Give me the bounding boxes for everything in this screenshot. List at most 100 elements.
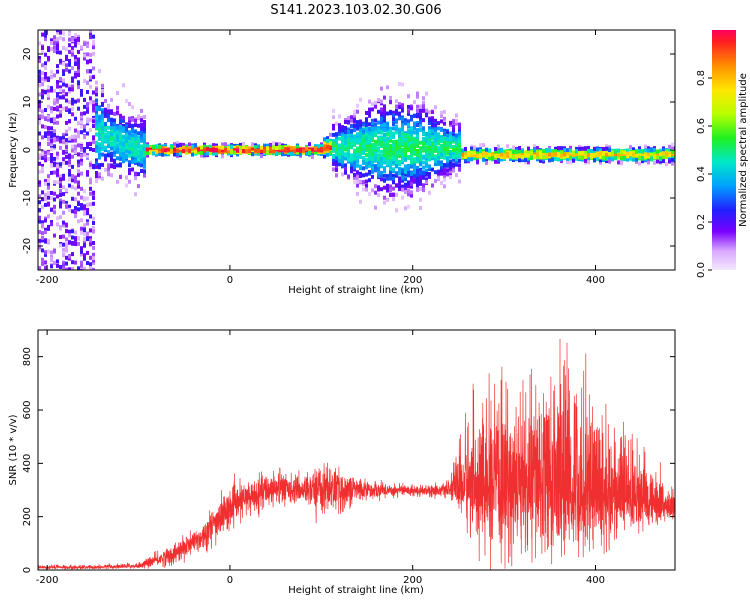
- spectrogram-cell: [83, 256, 86, 261]
- spectrogram-cell: [53, 204, 56, 209]
- spectrogram-cell: [377, 187, 380, 192]
- spectrogram-cell: [44, 250, 47, 255]
- spectrogram-cell: [605, 146, 608, 151]
- spectrogram-cell: [371, 174, 374, 179]
- spectrogram-cell: [50, 163, 53, 168]
- spectrogram-cell: [416, 144, 419, 148]
- spectrogram-cell: [38, 194, 41, 199]
- spectrogram-cell: [590, 151, 593, 156]
- spectrogram-cell: [380, 157, 383, 161]
- spectrogram-cell: [371, 142, 374, 147]
- spectrogram-cell: [77, 236, 80, 241]
- spectrogram-cell: [47, 114, 50, 119]
- spectrogram-cell: [431, 116, 434, 121]
- spectrogram-cell: [83, 152, 86, 157]
- spectrogram-cell: [56, 168, 59, 173]
- spectrogram-cell: [173, 152, 176, 157]
- spectrogram-cell: [89, 177, 92, 182]
- spectrogram-cell: [359, 146, 362, 151]
- spectrogram-cell: [413, 149, 416, 154]
- spectrogram-cell: [365, 117, 368, 122]
- spectrogram-cell: [347, 155, 350, 160]
- spectrogram-cell: [665, 152, 668, 157]
- spectrogram-cell: [563, 152, 566, 157]
- spectrogram-cell: [38, 59, 41, 63]
- spectrogram-cell: [83, 111, 86, 116]
- spectrogram-cell: [95, 148, 98, 153]
- spectrogram-cell: [446, 172, 449, 177]
- spectrogram-cell: [44, 227, 47, 232]
- spectrogram-cell: [605, 156, 608, 161]
- spectrogram-cell: [53, 180, 56, 185]
- spectrogram-cell: [398, 179, 401, 184]
- spectrogram-cell: [383, 138, 386, 143]
- spectrogram-cell: [419, 161, 422, 166]
- spectrogram-cell: [353, 172, 356, 177]
- spectrogram-cell: [131, 105, 134, 110]
- spectrogram-cell: [425, 148, 428, 152]
- spectrogram-cell: [407, 184, 410, 189]
- spectrogram-cell: [353, 180, 356, 185]
- spectrogram-cell: [80, 144, 83, 149]
- spectrogram-cell: [68, 177, 71, 182]
- spectrogram-cell: [68, 50, 71, 54]
- spectrogram-cell: [47, 137, 50, 142]
- spectrogram-cell: [41, 89, 44, 94]
- spectrogram-cell: [44, 52, 47, 57]
- spectrogram-cell: [224, 148, 227, 153]
- spectrogram-cell: [647, 158, 650, 163]
- spectrogram-cell: [53, 120, 56, 125]
- spectrogram-cell: [515, 150, 518, 155]
- spectrogram-cell: [62, 267, 65, 270]
- spectrogram-cell: [71, 252, 74, 257]
- spectrogram-cell: [386, 176, 389, 181]
- spectrogram-cell: [77, 202, 80, 206]
- spectrogram-cell: [119, 144, 122, 149]
- spectrogram-cell: [347, 151, 350, 156]
- spectrogram-cell: [335, 136, 338, 141]
- spectrogram-cell: [470, 146, 473, 151]
- spectrogram-cell: [464, 157, 467, 162]
- spectrogram-cell: [272, 145, 275, 150]
- spectrogram-cell: [452, 124, 455, 129]
- spectrogram-cell: [74, 61, 77, 66]
- spectrogram-cell: [44, 150, 47, 155]
- spectrogram-cell: [209, 144, 212, 149]
- spectrogram-cell: [83, 149, 86, 154]
- spectrogram-cell: [416, 171, 419, 176]
- spectrogram-cell: [116, 137, 119, 142]
- spectrogram-cell: [92, 34, 95, 39]
- spectrogram-cell: [662, 151, 665, 156]
- spectrogram-cell: [83, 232, 86, 237]
- spectrogram-cell: [641, 156, 644, 161]
- spectrogram-cell: [521, 148, 524, 153]
- snr-x-tick-label: 0: [227, 575, 233, 586]
- spectrogram-cell: [410, 153, 413, 158]
- spectrogram-cell: [80, 171, 83, 176]
- spectrogram-cell: [380, 125, 383, 130]
- spectrogram-cell: [56, 41, 59, 46]
- spectrogram-cell: [65, 55, 68, 60]
- spectrogram-cell: [395, 146, 398, 151]
- spectrogram-cell: [434, 159, 437, 164]
- spectrogram-cell: [179, 151, 182, 156]
- snr-x-tick-label: 200: [403, 575, 422, 586]
- spectrogram-cell: [335, 167, 338, 172]
- spectrogram-cell: [65, 154, 68, 159]
- spectrogram-cell: [266, 143, 269, 148]
- spectrogram-cell: [101, 152, 104, 157]
- spectrogram-cell: [368, 99, 371, 104]
- spectrogram-cell: [302, 148, 305, 153]
- spectrogram-cell: [326, 145, 329, 149]
- spectrogram-cell: [86, 154, 89, 159]
- spectrogram-cell: [350, 118, 353, 123]
- spectrogram-cell: [416, 157, 419, 161]
- spectrogram-cell: [47, 55, 50, 60]
- spectrogram-cell: [659, 152, 662, 157]
- spectrogram-cell: [137, 141, 140, 146]
- spectrogram-cell: [74, 99, 77, 104]
- spectrogram-cell: [68, 160, 71, 164]
- spectrogram-cell: [110, 143, 113, 148]
- spectrogram-cell: [122, 137, 125, 142]
- spectrogram-cell: [284, 147, 287, 152]
